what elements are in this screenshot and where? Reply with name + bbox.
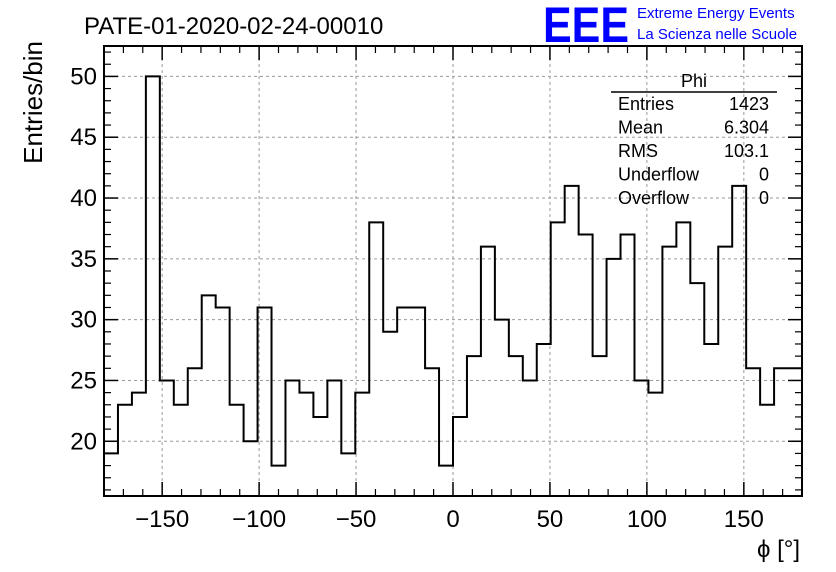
histogram-bin (258, 307, 272, 496)
logo-line-2: La Scienza nelle Scuole (637, 26, 797, 43)
histogram-bin (704, 344, 718, 496)
histogram-bin (411, 307, 425, 496)
histogram-bin (788, 368, 802, 496)
histogram-bin (174, 405, 188, 496)
histogram-bin (188, 368, 202, 496)
stats-title: Phi (681, 71, 707, 91)
y-tick-label: 25 (70, 367, 97, 394)
histogram-outline (104, 75, 802, 467)
stats-box: Phi Entries 1423 Mean 6.304 RMS 103.1 Underflo… (611, 71, 777, 208)
logo-line-1: Extreme Energy Events (637, 5, 795, 22)
histogram-bin (355, 393, 369, 496)
histogram-bin (439, 466, 453, 496)
histogram-bin (481, 247, 495, 496)
y-tick-label: 45 (70, 124, 97, 151)
histogram-bin (774, 368, 788, 496)
histogram-bin (579, 235, 593, 496)
histogram-bin (453, 417, 467, 496)
histogram-bin (495, 320, 509, 496)
x-axis-label: ϕ [°] (757, 536, 800, 563)
chart-title: PATE-01-2020-02-24-00010 (84, 13, 383, 40)
histogram-bin (132, 393, 146, 496)
stats-row-value: 0 (759, 188, 769, 208)
y-tick-label: 50 (70, 63, 97, 90)
histogram-bin (621, 235, 635, 496)
y-tick-label: 40 (70, 185, 97, 212)
x-tick-label: −100 (232, 506, 286, 533)
y-tick-label: 20 (70, 428, 97, 455)
histogram-bin (313, 417, 327, 496)
histogram-bin (244, 441, 258, 496)
histogram-bin (299, 393, 313, 496)
x-tick-label: −50 (336, 506, 377, 533)
x-tick-label: 100 (627, 506, 667, 533)
histogram-bin (648, 393, 662, 496)
stats-row-label: RMS (618, 141, 658, 161)
histogram-bin (118, 405, 132, 496)
histogram-bin (202, 295, 216, 496)
histogram-bin (676, 222, 690, 496)
histogram-bin (760, 405, 774, 496)
stats-row-value: 0 (759, 165, 769, 185)
x-tick-label: 50 (537, 506, 564, 533)
stats-row-label: Overflow (618, 188, 690, 208)
logo-mark: EEE (543, 0, 629, 53)
stats-row-label: Underflow (618, 165, 700, 185)
histogram-bin (537, 344, 551, 496)
y-tick-label: 30 (70, 307, 97, 334)
histogram-bin (662, 247, 676, 496)
x-tick-label: 150 (724, 506, 764, 533)
eee-logo: EEE Extreme Energy Events La Scienza nel… (543, 0, 797, 53)
x-tick-label: −150 (135, 506, 189, 533)
histogram-bin (718, 247, 732, 496)
histogram-bin (146, 76, 160, 496)
histogram-bin (565, 186, 579, 496)
histogram-bin (634, 380, 648, 496)
histogram-bin (425, 368, 439, 496)
axis-tick-labels: −150 −100 −50 0 50 100 150 20 25 30 35 40 45 50 (70, 63, 764, 533)
histogram-bin (467, 356, 481, 496)
stats-row-label: Mean (618, 118, 663, 138)
stats-rows: Entries 1423 Mean 6.304 RMS 103.1 Underflow 0 Ov… (618, 94, 769, 208)
stats-row-value: 1423 (729, 94, 769, 114)
histogram-bin (551, 222, 565, 496)
y-tick-label: 35 (70, 246, 97, 273)
histogram-bin (369, 222, 383, 496)
histogram-bin (523, 380, 537, 496)
histogram-bin (230, 405, 244, 496)
stats-row-value: 103.1 (724, 141, 769, 161)
histogram-bin (746, 368, 760, 496)
y-axis-label: Entries/bin (18, 41, 48, 164)
x-tick-label: 0 (446, 506, 459, 533)
histogram-bin (341, 453, 355, 496)
histogram-bin (216, 307, 230, 496)
histogram-bin (285, 380, 299, 496)
axis-ticks (103, 46, 803, 496)
histogram-bin (383, 332, 397, 496)
histogram-bin (509, 356, 523, 496)
stats-row-value: 6.304 (724, 118, 769, 138)
histogram-bin (607, 259, 621, 496)
histogram-bin (690, 283, 704, 496)
histogram-bin (397, 307, 411, 496)
stats-row-label: Entries (618, 94, 674, 114)
histogram-bin (327, 380, 341, 496)
histogram-bin (593, 356, 607, 496)
